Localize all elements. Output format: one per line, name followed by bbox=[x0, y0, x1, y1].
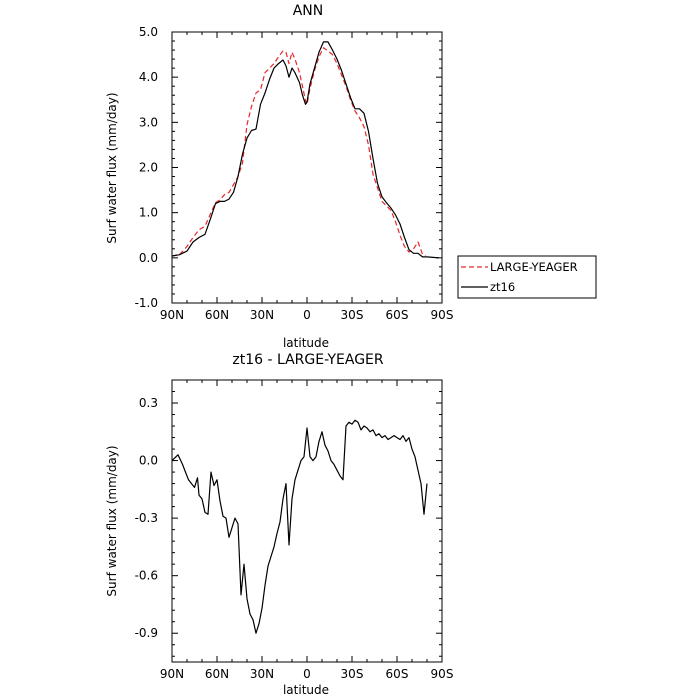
top-chart-panel: ANN 90N 60N 30N 0 30S 60S 90S -1.0 0.0 1.0 2.0 3.0… bbox=[105, 3, 597, 350]
x-tick-label: 60N bbox=[205, 667, 229, 681]
bottom-plot-frame bbox=[171, 379, 443, 663]
bottom-y-tick-labels: 0.3 0.0 -0.3 -0.6 -0.9 bbox=[135, 396, 158, 640]
x-tick-label: 60S bbox=[386, 308, 409, 322]
series-line-zt16 bbox=[171, 41, 440, 259]
top-plot-frame bbox=[171, 31, 443, 304]
y-tick-label: -0.3 bbox=[135, 511, 158, 525]
bottom-y-axis-label: Surf water flux (mm/day) bbox=[105, 445, 119, 596]
legend-label-large-yeager: LARGE-YEAGER bbox=[490, 260, 578, 274]
bottom-tick-marks bbox=[171, 379, 443, 662]
y-tick-label: -0.6 bbox=[135, 569, 158, 583]
top-x-axis-label: latitude bbox=[283, 336, 329, 350]
legend-label-zt16: zt16 bbox=[490, 280, 515, 294]
series-line-difference bbox=[171, 419, 428, 634]
y-tick-label: 0.0 bbox=[139, 454, 158, 468]
x-tick-label: 90S bbox=[431, 308, 454, 322]
y-tick-label: 0.3 bbox=[139, 396, 158, 410]
top-x-tick-labels: 90N 60N 30N 0 30S 60S 90S bbox=[160, 308, 454, 322]
top-chart-title: ANN bbox=[293, 3, 324, 19]
bottom-x-tick-labels: 90N 60N 30N 0 30S 60S 90S bbox=[160, 667, 454, 681]
x-tick-label: 30N bbox=[250, 308, 274, 322]
y-tick-label: -0.9 bbox=[135, 626, 158, 640]
top-tick-marks bbox=[171, 31, 443, 304]
y-tick-label: -1.0 bbox=[135, 296, 158, 310]
top-y-tick-labels: -1.0 0.0 1.0 2.0 3.0 4.0 5.0 bbox=[135, 25, 158, 310]
x-tick-label: 30S bbox=[341, 667, 364, 681]
bottom-series-lines bbox=[171, 419, 428, 634]
bottom-x-axis-label: latitude bbox=[283, 683, 329, 697]
top-y-axis-label: Surf water flux (mm/day) bbox=[105, 92, 119, 243]
y-tick-label: 5.0 bbox=[139, 25, 158, 39]
top-series-lines bbox=[171, 41, 440, 259]
series-line-large-yeager bbox=[171, 47, 426, 257]
x-tick-label: 30S bbox=[341, 308, 364, 322]
y-tick-label: 0.0 bbox=[139, 251, 158, 265]
x-tick-label: 0 bbox=[303, 667, 311, 681]
bottom-chart-title: zt16 - LARGE-YEAGER bbox=[232, 352, 384, 368]
legend-box bbox=[457, 255, 597, 299]
y-tick-label: 2.0 bbox=[139, 161, 158, 175]
y-tick-label: 3.0 bbox=[139, 115, 158, 129]
x-tick-label: 60S bbox=[386, 667, 409, 681]
x-tick-label: 90N bbox=[160, 308, 184, 322]
legend: LARGE-YEAGER zt16 bbox=[457, 255, 597, 299]
x-tick-label: 90N bbox=[160, 667, 184, 681]
x-tick-label: 60N bbox=[205, 308, 229, 322]
x-tick-label: 90S bbox=[431, 667, 454, 681]
x-tick-label: 30N bbox=[250, 667, 274, 681]
x-tick-label: 0 bbox=[303, 308, 311, 322]
y-tick-label: 4.0 bbox=[139, 70, 158, 84]
bottom-chart-panel: zt16 - LARGE-YEAGER 90N 60N 30N 0 30S 60S 90S … bbox=[105, 352, 453, 697]
y-tick-label: 1.0 bbox=[139, 206, 158, 220]
